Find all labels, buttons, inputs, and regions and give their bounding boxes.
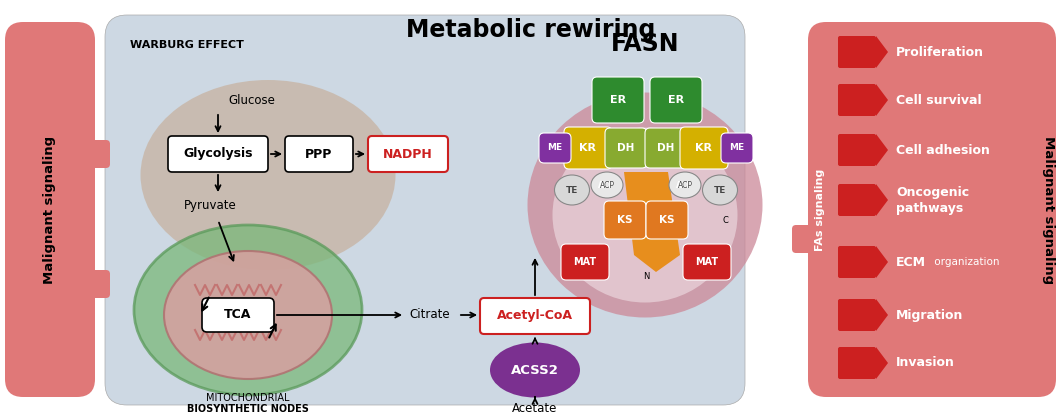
Text: Malignant signaling: Malignant signaling bbox=[1042, 136, 1054, 284]
FancyBboxPatch shape bbox=[539, 133, 571, 163]
Text: Glycolysis: Glycolysis bbox=[183, 148, 253, 161]
Text: Migration: Migration bbox=[896, 309, 963, 322]
FancyBboxPatch shape bbox=[838, 246, 876, 278]
FancyBboxPatch shape bbox=[838, 347, 876, 379]
Polygon shape bbox=[876, 299, 888, 331]
FancyBboxPatch shape bbox=[645, 128, 687, 168]
FancyBboxPatch shape bbox=[605, 128, 647, 168]
Text: C: C bbox=[722, 216, 728, 224]
FancyBboxPatch shape bbox=[90, 270, 109, 298]
FancyBboxPatch shape bbox=[838, 36, 876, 68]
Text: Oncogenic: Oncogenic bbox=[896, 186, 969, 198]
FancyBboxPatch shape bbox=[480, 298, 590, 334]
Text: Acetate: Acetate bbox=[512, 402, 558, 414]
Text: KR: KR bbox=[695, 143, 712, 153]
Text: Proliferation: Proliferation bbox=[896, 45, 984, 58]
FancyBboxPatch shape bbox=[202, 298, 274, 332]
Polygon shape bbox=[624, 172, 680, 272]
Polygon shape bbox=[876, 184, 888, 216]
Text: Citrate: Citrate bbox=[409, 309, 451, 322]
FancyBboxPatch shape bbox=[684, 244, 731, 280]
Text: MITOCHONDRIAL: MITOCHONDRIAL bbox=[206, 393, 290, 403]
Text: TE: TE bbox=[714, 186, 726, 194]
Polygon shape bbox=[876, 36, 888, 68]
Polygon shape bbox=[876, 347, 888, 379]
Polygon shape bbox=[876, 134, 888, 166]
Ellipse shape bbox=[669, 172, 701, 198]
Ellipse shape bbox=[555, 175, 590, 205]
Ellipse shape bbox=[591, 172, 623, 198]
Ellipse shape bbox=[553, 128, 738, 302]
Text: ECM: ECM bbox=[896, 256, 926, 269]
FancyBboxPatch shape bbox=[561, 244, 609, 280]
Text: Acetyl-CoA: Acetyl-CoA bbox=[497, 309, 573, 322]
Text: N: N bbox=[643, 272, 649, 281]
FancyBboxPatch shape bbox=[838, 184, 876, 216]
Ellipse shape bbox=[490, 342, 580, 397]
Text: MAT: MAT bbox=[573, 257, 596, 267]
Text: Malignant signaling: Malignant signaling bbox=[44, 136, 56, 284]
FancyBboxPatch shape bbox=[592, 77, 644, 123]
Ellipse shape bbox=[140, 80, 395, 270]
Text: ACP: ACP bbox=[600, 181, 614, 189]
FancyBboxPatch shape bbox=[792, 225, 812, 253]
FancyBboxPatch shape bbox=[680, 127, 728, 169]
Text: ME: ME bbox=[729, 143, 744, 153]
FancyBboxPatch shape bbox=[808, 22, 1056, 397]
Text: pathways: pathways bbox=[896, 201, 963, 214]
Text: ACP: ACP bbox=[676, 181, 694, 189]
Text: KS: KS bbox=[618, 215, 632, 225]
FancyBboxPatch shape bbox=[368, 136, 448, 172]
Text: KS: KS bbox=[659, 215, 675, 225]
Text: ME: ME bbox=[547, 143, 562, 153]
Ellipse shape bbox=[527, 93, 762, 317]
Text: DH: DH bbox=[657, 143, 675, 153]
Text: TCA: TCA bbox=[224, 309, 252, 322]
Text: TE: TE bbox=[714, 186, 726, 194]
Polygon shape bbox=[876, 246, 888, 278]
Text: Invasion: Invasion bbox=[896, 357, 955, 369]
FancyBboxPatch shape bbox=[838, 134, 876, 166]
FancyBboxPatch shape bbox=[168, 136, 268, 172]
Text: ER: ER bbox=[668, 95, 685, 105]
Ellipse shape bbox=[703, 175, 738, 205]
Text: Glucose: Glucose bbox=[229, 93, 275, 106]
FancyBboxPatch shape bbox=[604, 201, 646, 239]
FancyBboxPatch shape bbox=[285, 136, 353, 172]
Text: KR: KR bbox=[579, 143, 596, 153]
Text: TE: TE bbox=[566, 186, 578, 194]
Text: ACP: ACP bbox=[677, 181, 692, 189]
Text: DH: DH bbox=[618, 143, 635, 153]
Text: ACSS2: ACSS2 bbox=[511, 364, 559, 377]
Text: organization: organization bbox=[931, 257, 999, 267]
Ellipse shape bbox=[164, 251, 332, 379]
FancyBboxPatch shape bbox=[838, 299, 876, 331]
Text: WARBURG EFFECT: WARBURG EFFECT bbox=[130, 40, 243, 50]
FancyBboxPatch shape bbox=[646, 201, 688, 239]
Text: ACP: ACP bbox=[598, 181, 615, 189]
Text: Metabolic rewiring: Metabolic rewiring bbox=[406, 18, 656, 42]
Text: NADPH: NADPH bbox=[383, 148, 433, 161]
Text: Pyruvate: Pyruvate bbox=[184, 198, 236, 211]
FancyBboxPatch shape bbox=[838, 84, 876, 116]
FancyBboxPatch shape bbox=[721, 133, 753, 163]
Text: MAT: MAT bbox=[695, 257, 719, 267]
Polygon shape bbox=[876, 84, 888, 116]
Ellipse shape bbox=[134, 225, 362, 395]
Text: FASN: FASN bbox=[611, 32, 679, 56]
Text: PPP: PPP bbox=[305, 148, 333, 161]
FancyBboxPatch shape bbox=[90, 140, 109, 168]
Text: TE: TE bbox=[566, 186, 578, 194]
Text: Cell adhesion: Cell adhesion bbox=[896, 143, 990, 156]
Text: BIOSYNTHETIC NODES: BIOSYNTHETIC NODES bbox=[187, 404, 309, 414]
Text: Cell survival: Cell survival bbox=[896, 93, 981, 106]
FancyBboxPatch shape bbox=[105, 15, 745, 405]
FancyBboxPatch shape bbox=[649, 77, 702, 123]
FancyBboxPatch shape bbox=[5, 22, 95, 397]
Text: FAs signaling: FAs signaling bbox=[815, 169, 825, 251]
Text: ER: ER bbox=[610, 95, 626, 105]
FancyBboxPatch shape bbox=[564, 127, 612, 169]
